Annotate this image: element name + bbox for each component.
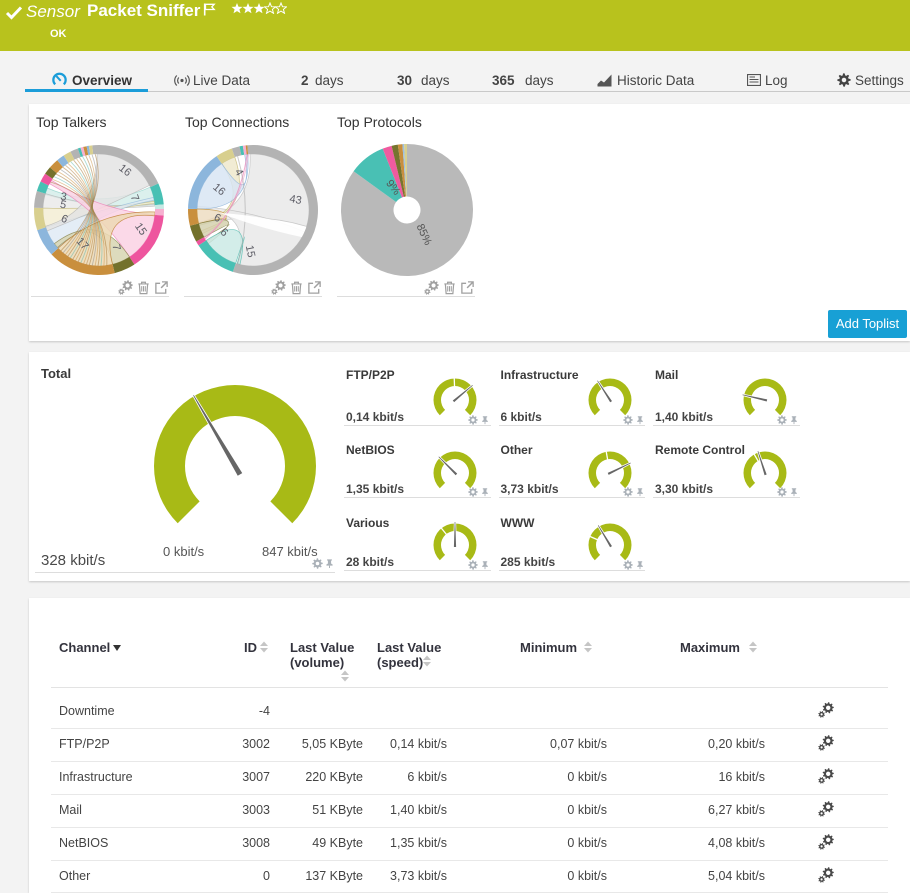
svg-text:43: 43 bbox=[288, 193, 302, 207]
svg-text:3: 3 bbox=[59, 191, 67, 204]
svg-text:5: 5 bbox=[58, 199, 66, 212]
svg-text:6: 6 bbox=[58, 213, 69, 226]
svg-text:15: 15 bbox=[132, 221, 149, 238]
svg-text:6: 6 bbox=[212, 212, 223, 225]
svg-text:7: 7 bbox=[127, 193, 140, 203]
svg-text:7: 7 bbox=[109, 243, 122, 251]
svg-text:15: 15 bbox=[243, 244, 257, 258]
svg-text:16: 16 bbox=[116, 162, 133, 179]
svg-text:4: 4 bbox=[232, 167, 245, 178]
